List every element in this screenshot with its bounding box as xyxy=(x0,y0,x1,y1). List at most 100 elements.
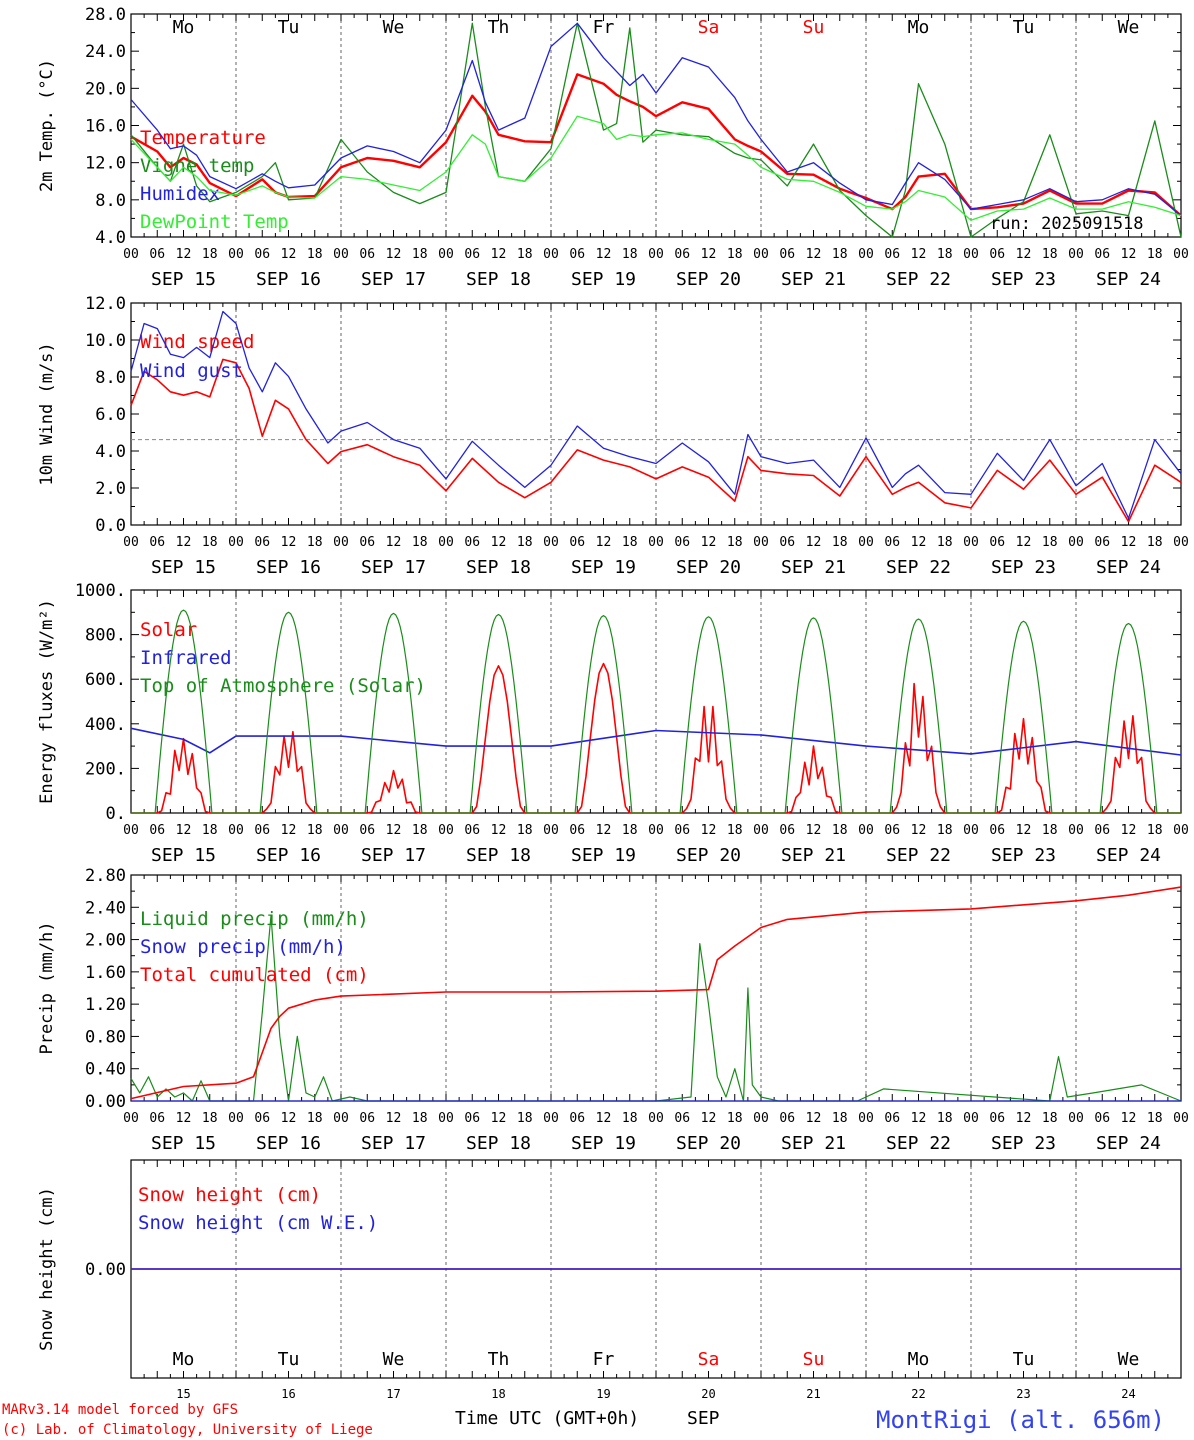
day-label: SEP 20 xyxy=(676,845,741,866)
hour-tick-label: 06 xyxy=(779,1111,795,1126)
hour-tick-label: 18 xyxy=(202,535,218,550)
legend-entry: Vigne temp xyxy=(140,155,254,177)
weekday-label: Th xyxy=(488,1349,510,1370)
hour-tick-label: 18 xyxy=(517,823,533,838)
hour-tick-label: 06 xyxy=(674,1111,690,1126)
hour-tick-label: 18 xyxy=(412,1111,428,1126)
weekday-label: Mo xyxy=(173,17,195,38)
day-number-label: 22 xyxy=(911,1387,925,1401)
day-label: SEP 24 xyxy=(1096,845,1161,866)
y-tick-label: 12.0 xyxy=(85,294,126,314)
hour-tick-label: 18 xyxy=(1042,535,1058,550)
hour-tick-label: 12 xyxy=(1121,247,1137,262)
hour-tick-label: 18 xyxy=(307,535,323,550)
y-tick-label: 6.0 xyxy=(95,405,126,425)
hour-tick-label: 00 xyxy=(333,535,349,550)
hour-tick-label: 06 xyxy=(989,535,1005,550)
hour-tick-label: 06 xyxy=(884,823,900,838)
hour-tick-label: 00 xyxy=(438,535,454,550)
hour-tick-label: 06 xyxy=(464,535,480,550)
day-label: SEP 22 xyxy=(886,557,951,578)
hour-tick-label: 00 xyxy=(123,823,139,838)
hour-tick-label: 06 xyxy=(149,1111,165,1126)
panel-2: 0.0 2.0 4.0 6.0 8.0 10.0 12.0 10m Wind (m/s) 00 0… xyxy=(37,294,1189,578)
hour-tick-label: 00 xyxy=(438,1111,454,1126)
hour-tick-label: 18 xyxy=(832,247,848,262)
hour-tick-label: 00 xyxy=(1173,823,1189,838)
y-tick-label: 16.0 xyxy=(85,117,126,137)
day-number-label: 24 xyxy=(1121,1387,1135,1401)
hour-tick-label: 06 xyxy=(254,535,270,550)
y-axis-label: 10m Wind (m/s) xyxy=(37,342,57,485)
hour-tick-label: 06 xyxy=(569,247,585,262)
hour-tick-label: 18 xyxy=(307,1111,323,1126)
y-tick-label: 0.00 xyxy=(85,1092,126,1112)
hour-tick-label: 18 xyxy=(727,247,743,262)
y-tick-label: 800. xyxy=(85,626,126,646)
day-number-label: 20 xyxy=(701,1387,715,1401)
hour-tick-label: 18 xyxy=(832,535,848,550)
hour-tick-label: 06 xyxy=(569,535,585,550)
hour-tick-label: 18 xyxy=(727,1111,743,1126)
day-number-label: 23 xyxy=(1016,1387,1030,1401)
hour-tick-label: 12 xyxy=(911,1111,927,1126)
legend-entry: Snow height (cm) xyxy=(138,1184,321,1206)
hour-tick-label: 12 xyxy=(596,823,612,838)
hour-tick-label: 12 xyxy=(281,823,297,838)
hour-tick-label: 18 xyxy=(412,823,428,838)
hour-tick-label: 18 xyxy=(622,247,638,262)
hour-tick-label: 06 xyxy=(674,535,690,550)
hour-tick-label: 00 xyxy=(1068,823,1084,838)
series-line-1 xyxy=(130,358,1182,523)
series-line-2 xyxy=(130,22,1182,238)
hour-tick-label: 18 xyxy=(1147,535,1163,550)
y-tick-label: 2.40 xyxy=(85,898,126,918)
legend-entry: DewPoint Temp xyxy=(140,211,289,233)
y-tick-label: 0. xyxy=(106,804,126,824)
hour-tick-label: 12 xyxy=(491,1111,507,1126)
hour-tick-label: 18 xyxy=(937,823,953,838)
hour-tick-label: 12 xyxy=(1121,823,1137,838)
weekday-label: Tu xyxy=(278,17,300,38)
day-label: SEP 17 xyxy=(361,269,426,290)
weekday-label: Tu xyxy=(278,1349,300,1370)
hour-tick-label: 12 xyxy=(1121,535,1137,550)
x-axis-month: SEP xyxy=(687,1408,720,1429)
hour-tick-label: 12 xyxy=(701,247,717,262)
day-label: SEP 18 xyxy=(466,269,531,290)
hour-tick-label: 00 xyxy=(228,823,244,838)
day-label: SEP 18 xyxy=(466,1133,531,1154)
hour-tick-label: 12 xyxy=(281,247,297,262)
legend-entry: Temperature xyxy=(140,127,266,149)
hour-tick-label: 00 xyxy=(438,823,454,838)
hour-tick-label: 00 xyxy=(963,1111,979,1126)
hour-tick-label: 00 xyxy=(648,823,664,838)
hour-tick-label: 06 xyxy=(569,823,585,838)
day-label: SEP 21 xyxy=(781,269,846,290)
day-label: SEP 23 xyxy=(991,845,1056,866)
run-label: run: 2025091518 xyxy=(990,214,1144,234)
weekday-label: Mo xyxy=(908,17,930,38)
day-label: SEP 24 xyxy=(1096,269,1161,290)
hour-tick-label: 12 xyxy=(701,823,717,838)
weekday-label: Mo xyxy=(173,1349,195,1370)
plot-frame xyxy=(130,589,1182,814)
y-tick-label: 12.0 xyxy=(85,154,126,174)
hour-tick-label: 00 xyxy=(543,823,559,838)
hour-tick-label: 00 xyxy=(963,247,979,262)
weekday-label: Fr xyxy=(593,17,615,38)
hour-tick-label: 00 xyxy=(858,1111,874,1126)
day-label: SEP 24 xyxy=(1096,557,1161,578)
day-label: SEP 19 xyxy=(571,1133,636,1154)
hour-tick-label: 00 xyxy=(753,1111,769,1126)
hour-tick-label: 06 xyxy=(359,247,375,262)
day-number-label: 18 xyxy=(491,1387,505,1401)
panel-3: 0. 200. 400. 600. 800. 1000. Energy fluxes (W/… xyxy=(37,581,1189,866)
series-line-4 xyxy=(130,115,1182,221)
hour-tick-label: 00 xyxy=(753,823,769,838)
series-line-3 xyxy=(131,609,1181,814)
hour-tick-label: 00 xyxy=(123,1111,139,1126)
hour-tick-label: 06 xyxy=(149,247,165,262)
hour-tick-label: 06 xyxy=(1094,1111,1110,1126)
day-label: SEP 21 xyxy=(781,557,846,578)
